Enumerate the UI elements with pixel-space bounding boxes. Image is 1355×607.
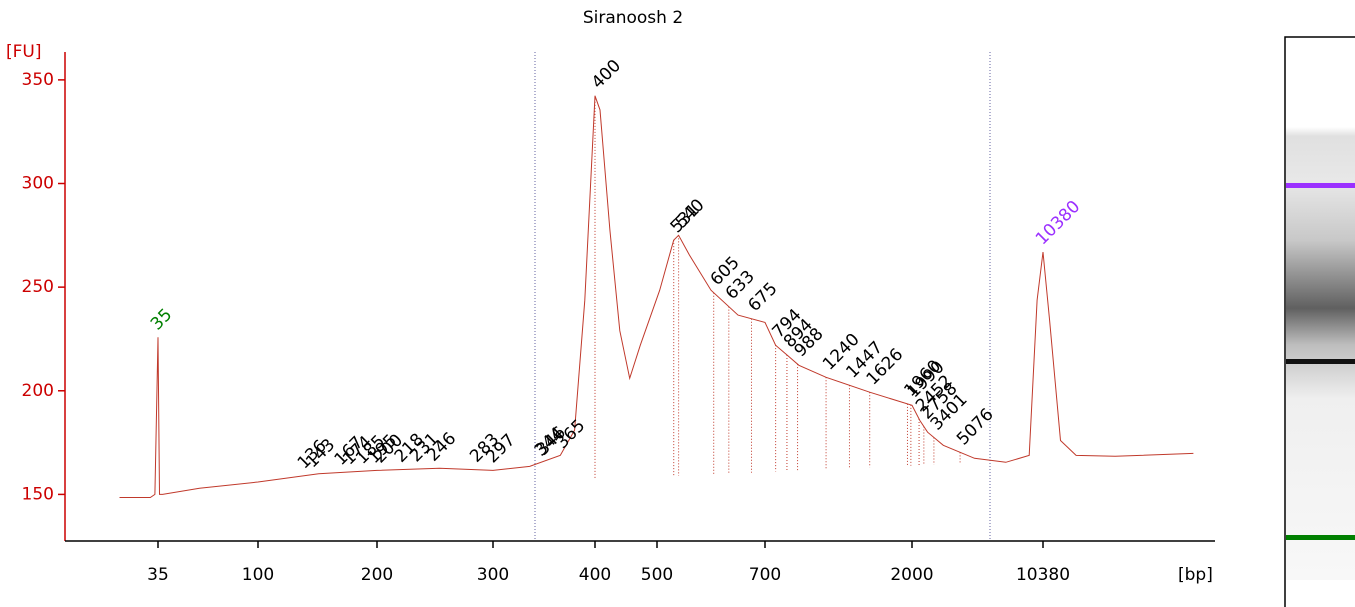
peak-label: 400 — [588, 56, 625, 93]
x-tick-label: 200 — [361, 565, 393, 585]
gel-band — [1286, 359, 1355, 364]
marker-label: 35 — [147, 305, 176, 334]
x-tick-label: 700 — [749, 565, 781, 585]
x-tick-label: 10380 — [1016, 565, 1070, 585]
x-tick-label: 300 — [477, 565, 509, 585]
x-tick-label: 2000 — [890, 565, 933, 585]
gel-upper-marker — [1286, 183, 1355, 188]
marker-label: 10380 — [1032, 197, 1084, 249]
y-tick-label: 150 — [22, 484, 54, 504]
x-axis-label: [bp] — [1178, 565, 1213, 585]
chart-title: Siranoosh 2 — [583, 8, 683, 28]
y-tick-label: 200 — [22, 381, 54, 401]
x-tick-label: 100 — [242, 565, 274, 585]
gel-lower-marker — [1286, 535, 1355, 540]
x-tick-label: 500 — [641, 565, 673, 585]
x-tick-label: 35 — [147, 565, 169, 585]
gel-lane — [1284, 36, 1355, 607]
y-tick-label: 300 — [22, 174, 54, 194]
y-axis-label: [FU] — [6, 42, 42, 62]
y-tick-label: 250 — [22, 277, 54, 297]
gel-smear — [1286, 127, 1355, 580]
trace — [119, 95, 1194, 498]
y-tick-label: 350 — [22, 70, 54, 90]
x-tick-label: 400 — [579, 565, 611, 585]
